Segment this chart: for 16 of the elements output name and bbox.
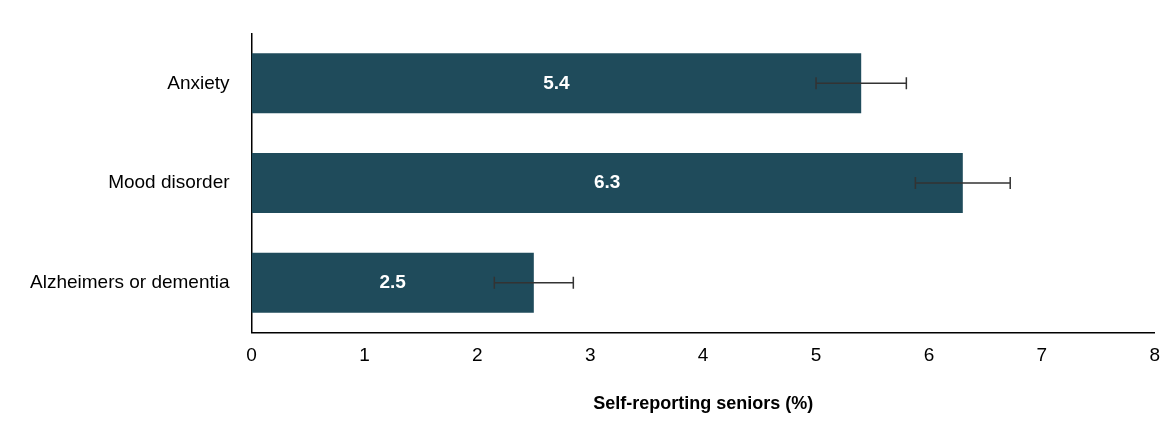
data-label: 6.3 <box>593 171 621 193</box>
x-tick-label: 1 <box>359 344 370 366</box>
x-tick-label: 5 <box>810 344 822 366</box>
x-axis-title: Self-reporting seniors (%) <box>593 393 814 414</box>
y-tick-label: Anxiety <box>167 71 231 93</box>
x-tick-label: 0 <box>246 344 257 366</box>
x-tick-label: 6 <box>923 344 935 366</box>
data-label: 5.4 <box>543 71 571 93</box>
y-tick-label: Alzheimers or dementia <box>29 270 231 292</box>
x-tick-label: 8 <box>1149 344 1161 366</box>
x-tick-label: 3 <box>584 344 596 366</box>
data-label: 2.5 <box>379 270 407 292</box>
x-tick-label: 2 <box>472 344 483 366</box>
y-tick-label: Mood disorder <box>108 171 231 193</box>
x-tick-label: 4 <box>697 344 709 366</box>
x-tick-label: 7 <box>1036 344 1048 366</box>
